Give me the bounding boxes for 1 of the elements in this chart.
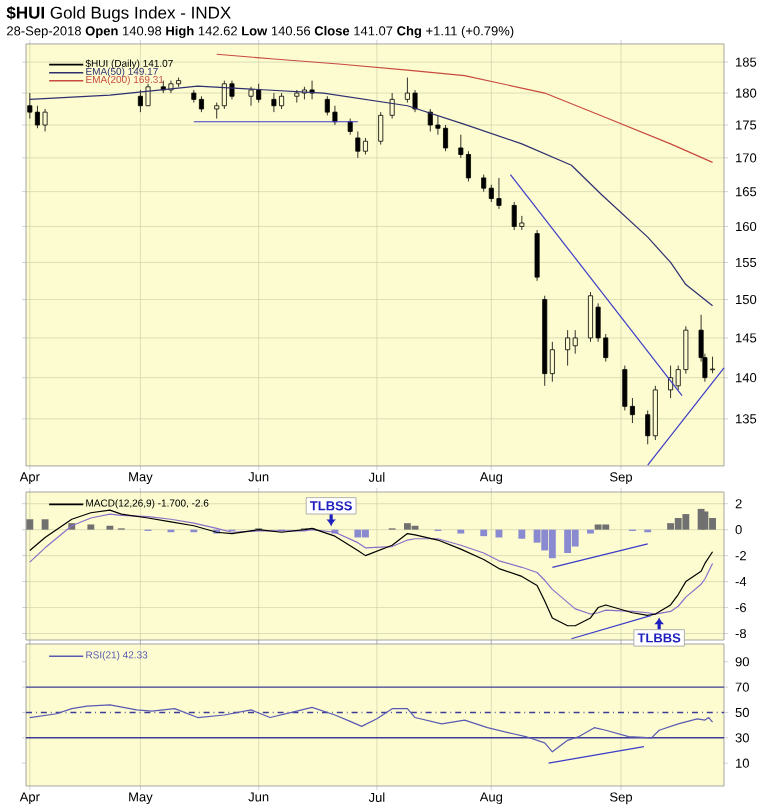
chart-title: $HUI Gold Bugs Index - INDX	[6, 5, 231, 23]
